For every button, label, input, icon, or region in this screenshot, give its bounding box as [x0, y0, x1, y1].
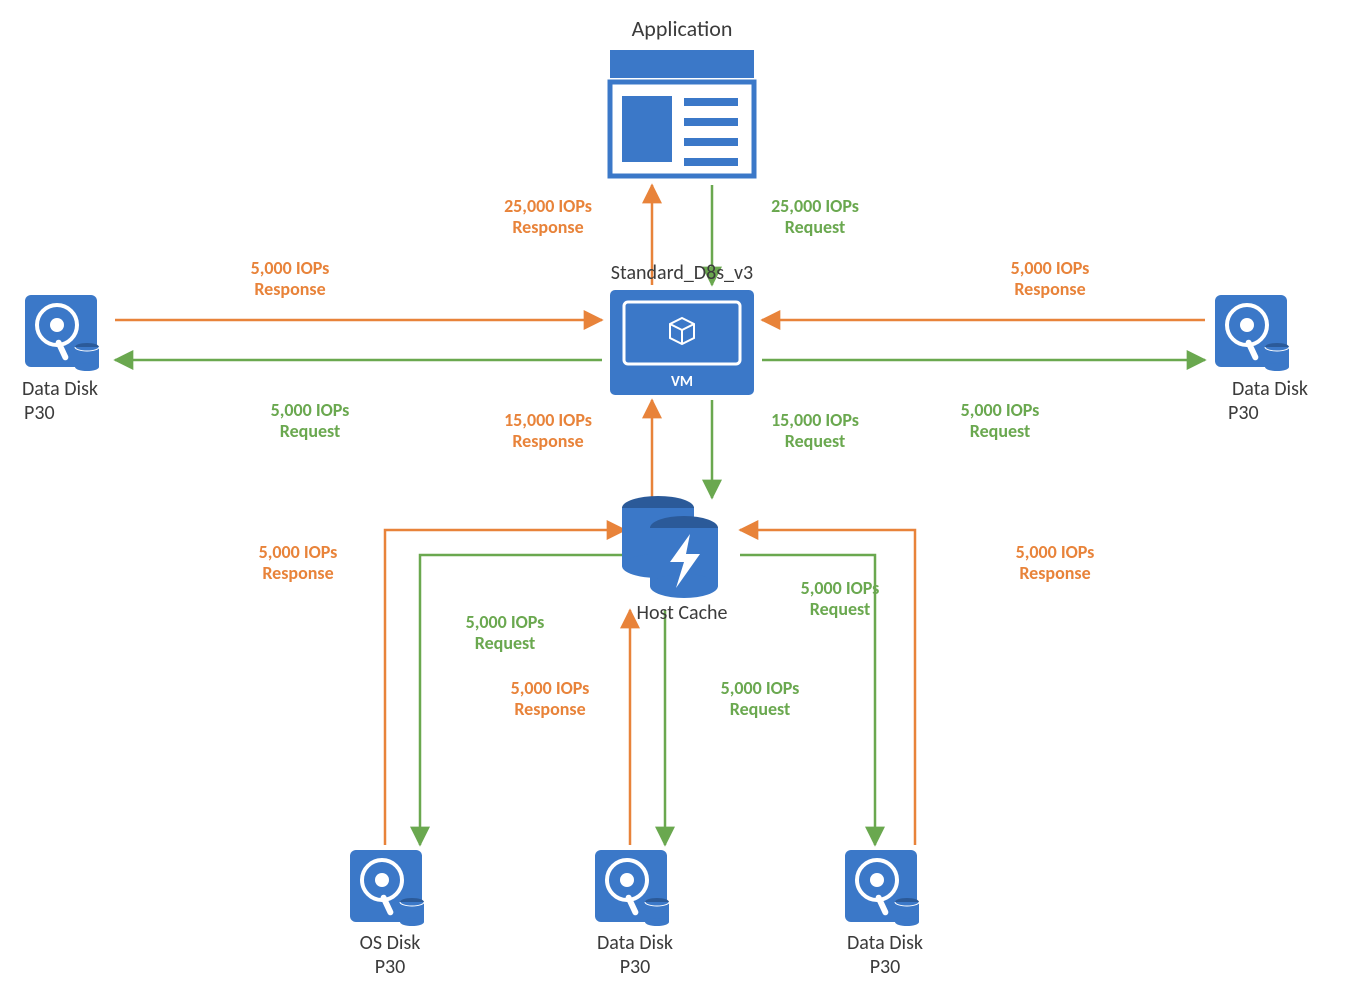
diagram-canvas: VM Application Standard_D8s_v3 Host Cach… — [0, 0, 1364, 1008]
diagram-svg: VM — [0, 0, 1364, 1008]
host-cache-icon — [622, 496, 718, 598]
os-disk-label1: OS Disk — [320, 932, 460, 955]
application-icon — [610, 50, 754, 176]
flow-os-req: 5,000 IOPsRequest — [425, 612, 585, 653]
vm-icon: VM — [610, 290, 754, 395]
flow-dl-req: 5,000 IOPsRequest — [230, 400, 390, 441]
flow-app-vm-resp: 25,000 IOPsResponse — [468, 196, 628, 237]
flow-br-req: 5,000 IOPsRequest — [760, 578, 920, 619]
os-disk-label2: P30 — [320, 956, 460, 979]
flow-bm-req: 5,000 IOPsRequest — [680, 678, 840, 719]
flow-vm-cache-resp: 15,000 IOPsResponse — [468, 410, 628, 451]
data-disk-bm-label2: P30 — [565, 956, 705, 979]
data-disk-br-label2: P30 — [815, 956, 955, 979]
flow-dl-resp: 5,000 IOPsResponse — [210, 258, 370, 299]
application-title: Application — [582, 16, 782, 41]
data-disk-left-label1: Data Disk — [0, 378, 120, 401]
data-disk-bm-label1: Data Disk — [565, 932, 705, 955]
data-disk-bottom-right-icon — [845, 850, 919, 926]
os-disk-icon — [350, 850, 424, 926]
data-disk-left-icon — [25, 295, 99, 371]
data-disk-left-label2: P30 — [0, 402, 144, 425]
flow-dr-resp: 5,000 IOPsResponse — [970, 258, 1130, 299]
flow-bm-resp: 5,000 IOPsResponse — [470, 678, 630, 719]
flow-os-resp: 5,000 IOPsResponse — [218, 542, 378, 583]
data-disk-br-label1: Data Disk — [815, 932, 955, 955]
flow-br-resp: 5,000 IOPsResponse — [975, 542, 1135, 583]
data-disk-right-label2: P30 — [1190, 402, 1364, 425]
vm-title: Standard_D8s_v3 — [570, 262, 794, 285]
data-disk-bottom-mid-icon — [595, 850, 669, 926]
svg-text:VM: VM — [671, 373, 693, 391]
flow-app-vm-req: 25,000 IOPsRequest — [735, 196, 895, 237]
host-cache-title: Host Cache — [582, 602, 782, 625]
flow-vm-cache-req: 15,000 IOPsRequest — [735, 410, 895, 451]
data-disk-right-label1: Data Disk — [1190, 378, 1350, 401]
data-disk-right-icon — [1215, 295, 1289, 371]
flow-dr-req: 5,000 IOPsRequest — [920, 400, 1080, 441]
